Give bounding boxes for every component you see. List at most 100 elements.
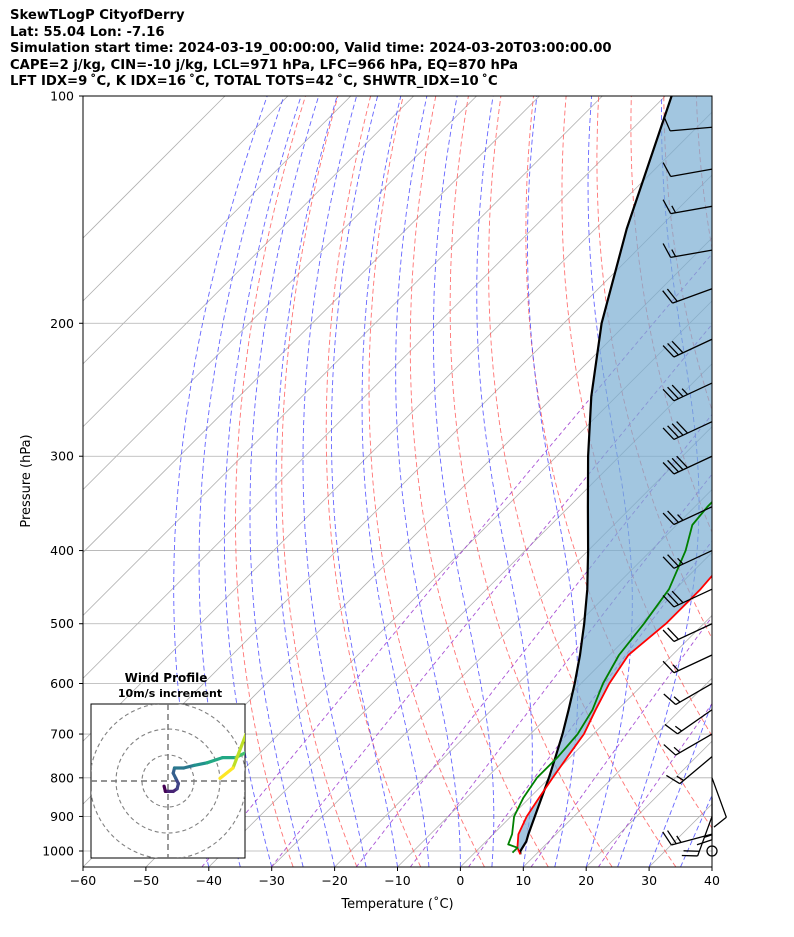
barb-flag [662,462,675,475]
x-tick-label: −10 [384,873,410,888]
moist-adiabat-line [617,96,700,867]
barb-flag [667,510,679,523]
x-tick-label: 10 [515,873,531,888]
y-tick-label: 500 [50,616,74,631]
dry-adiabat-line [449,96,613,867]
moist-adiabat-line [361,96,430,867]
barb-flag [666,288,678,302]
x-tick-label: −50 [133,873,159,888]
dry-adiabat-line [488,96,677,867]
wind-barb [662,199,713,215]
barb-flag [671,340,684,354]
barb-half-flag [673,696,681,703]
barb-flag [663,693,677,705]
cape-area [517,96,712,855]
barb-half-flag [676,775,684,782]
location-text: Lat: 55.04 Lon: -7.16 [10,24,165,40]
barb-half-flag [681,388,689,395]
barb-flag [662,556,675,569]
barb-staff [673,549,713,569]
barb-flag [667,342,679,356]
barb-half-flag [674,725,683,732]
hodograph-plot [91,704,256,858]
moist-adiabat-line [476,96,533,867]
y-tick-label: 100 [50,89,74,104]
wind-barb [711,777,727,828]
wind-barb [662,549,713,569]
barb-flag [663,744,677,756]
barb-flag [671,457,684,471]
barb-flag [667,425,679,438]
x-tick-label: 30 [641,873,657,888]
barb-flag [662,427,675,440]
wind-barb [662,654,713,674]
wind-barb [663,733,713,756]
moist-adiabat-line [223,96,302,867]
indices-text-2: LFT IDX=9 ˚C, K IDX=16 ˚C, TOTAL TOTS=42… [10,74,498,89]
barb-flag [662,199,672,214]
barb-flag [667,554,679,567]
barb-flag [676,455,689,469]
isotherm-line [83,111,712,742]
isotherm-line [775,96,794,867]
barb-flag [662,162,672,177]
wind-barb [662,588,713,608]
barb-staff [675,733,713,756]
barb-staff [673,382,713,402]
x-axis-label: Temperature (˚C) [340,896,453,912]
mixing-ratio-line [201,253,712,867]
wind-barb [662,162,713,178]
hodograph-segment [205,755,225,765]
moist-adiabat-line [198,96,285,867]
isotherm-line [83,96,289,302]
isotherm-line [460,614,712,867]
dry-adiabat-line [729,96,794,867]
barb-flag [667,830,677,845]
barb-flag [664,723,678,735]
barb-flag [662,660,675,674]
mixing-ratio-line [410,473,712,867]
profiles [507,96,712,855]
barb-flag [676,421,689,434]
barb-staff [673,588,713,608]
dry-adiabat-line [409,96,549,867]
barb-flag [667,459,679,473]
barb-staff [711,777,727,818]
barb-half-flag [677,557,684,565]
barb-half-flag [671,205,677,214]
isotherm-line [83,96,352,365]
dry-adiabat-line [281,96,358,867]
dewpoint-line [507,500,712,854]
wind-barb [666,756,713,785]
barb-flag [662,243,672,258]
x-tick-label: 0 [456,873,464,888]
x-tick-label: 20 [578,873,594,888]
moist-adiabat-line [249,96,320,867]
y-tick-label: 700 [50,727,74,742]
wind-barb [662,243,713,259]
barb-flag [667,627,679,640]
isotherm-line [83,96,666,679]
y-axis-label: Pressure (hPa) [19,434,34,527]
isotherm-line [523,677,712,867]
wind-barb [662,288,713,304]
moist-adiabat-line [302,96,367,867]
barb-staff [673,421,713,441]
isotherm-line [145,300,712,867]
x-tick-label: −20 [321,873,347,888]
y-tick-label: 400 [50,543,74,558]
parcel-path-line [519,96,673,855]
barb-half-flag [677,514,684,521]
indices-text-1: CAPE=2 j/kg, CIN=-10 j/kg, LCL=971 hPa, … [10,57,519,73]
barb-staff [670,205,713,215]
barb-flag [662,594,675,608]
barb-flag [671,384,684,398]
barb-staff [675,682,713,706]
wind-barb [663,116,713,132]
hodograph-segment [251,739,256,747]
barb-staff [677,709,713,735]
moist-adiabat-line [331,96,398,867]
wind-barb [662,506,713,526]
barb-staff [673,455,713,475]
